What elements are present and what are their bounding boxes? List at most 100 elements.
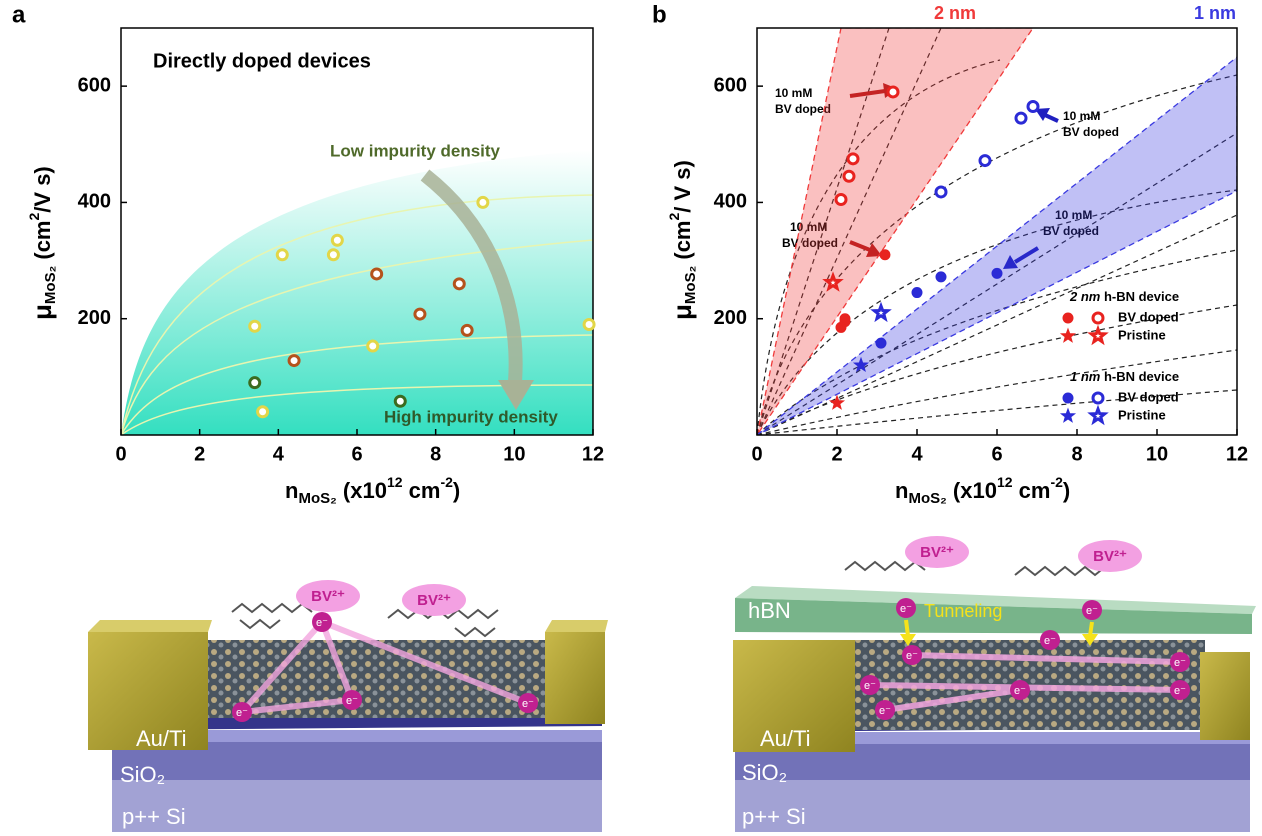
annotation: Low impurity density xyxy=(330,141,501,160)
x-axis-label: nMoS₂ (x1012 cm-2) xyxy=(895,474,1070,507)
molecule-label: BV²⁺ xyxy=(920,544,954,561)
x-tick-label: 6 xyxy=(351,443,362,465)
point xyxy=(848,154,858,164)
point xyxy=(1016,113,1026,123)
point xyxy=(1093,393,1103,403)
layer-label: hBN xyxy=(748,598,791,623)
point xyxy=(836,195,846,205)
y-tick-label: 200 xyxy=(714,307,747,329)
point xyxy=(478,197,488,207)
layer-label: Au/Ti xyxy=(760,726,811,751)
point xyxy=(1028,101,1038,111)
point xyxy=(1063,313,1073,323)
x-tick-label: 0 xyxy=(115,443,126,465)
point xyxy=(289,356,299,366)
legend-title-part: 2 nm xyxy=(1069,289,1101,304)
legend-entry: Pristine xyxy=(1118,407,1166,422)
x-tick-label: 0 xyxy=(751,443,762,465)
point xyxy=(250,378,260,388)
point xyxy=(912,288,922,298)
x-tick-label: 12 xyxy=(582,443,604,465)
layer-label: SiO₂ xyxy=(120,762,165,787)
legend-title: 2 nm h-BN device xyxy=(1069,289,1179,304)
point xyxy=(992,268,1002,278)
point xyxy=(368,341,378,351)
layer-label: SiO₂ xyxy=(742,760,787,785)
x-tick-label: 4 xyxy=(273,443,285,465)
layer-label: Au/Ti xyxy=(136,726,187,751)
x-tick-label: 2 xyxy=(831,443,842,465)
panel-label: b xyxy=(652,1,667,28)
y-tick-label: 400 xyxy=(78,191,111,213)
annotation: 10 mM xyxy=(775,86,812,100)
annotation: Directly doped devices xyxy=(153,50,371,72)
point xyxy=(876,338,886,348)
y-tick-label: 600 xyxy=(714,74,747,96)
annotation: 10 mM xyxy=(1063,109,1100,123)
y-tick-label: 400 xyxy=(714,191,747,213)
point xyxy=(888,87,898,97)
x-axis-label: nMoS₂ (x1012 cm-2) xyxy=(285,474,460,507)
molecule-label: BV²⁺ xyxy=(417,592,451,609)
point xyxy=(584,320,594,330)
annotation: High impurity density xyxy=(384,407,558,426)
x-tick-label: 4 xyxy=(911,443,923,465)
electron-label: e⁻ xyxy=(1174,657,1186,669)
x-tick-label: 12 xyxy=(1226,443,1248,465)
point xyxy=(1093,313,1103,323)
point xyxy=(277,250,287,260)
electron-label: e⁻ xyxy=(879,705,891,717)
molecule-label: BV²⁺ xyxy=(1093,548,1127,565)
point xyxy=(258,407,268,417)
electron-label: e⁻ xyxy=(1174,685,1186,697)
y-axis-label: μMoS₂ (cm2/V s) xyxy=(26,166,59,320)
molecule-label: BV²⁺ xyxy=(311,588,345,605)
point xyxy=(936,187,946,197)
band-label: 2 nm xyxy=(934,3,976,23)
point xyxy=(462,325,472,335)
x-tick-label: 8 xyxy=(1071,443,1082,465)
electron-label: e⁻ xyxy=(1044,635,1056,647)
y-tick-label: 600 xyxy=(78,74,111,96)
point xyxy=(874,306,887,319)
panel-label: a xyxy=(12,1,26,28)
point xyxy=(840,314,850,324)
point xyxy=(1061,409,1074,422)
annotation: BV doped xyxy=(1063,125,1119,139)
legend-title-part: h-BN device xyxy=(1100,369,1179,384)
electron-label: e⁻ xyxy=(864,680,876,692)
x-tick-label: 10 xyxy=(1146,443,1168,465)
point xyxy=(395,396,405,406)
point xyxy=(936,272,946,282)
legend-entry: BV doped xyxy=(1118,309,1179,324)
electron-label: e⁻ xyxy=(346,695,358,707)
point xyxy=(415,309,425,319)
point xyxy=(844,171,854,181)
electron-label: e⁻ xyxy=(1086,605,1098,617)
electron-label: e⁻ xyxy=(522,698,534,710)
legend-entry: Pristine xyxy=(1118,327,1166,342)
point xyxy=(1061,329,1074,342)
y-tick-label: 200 xyxy=(78,307,111,329)
point xyxy=(1091,409,1104,422)
electron-label: e⁻ xyxy=(1014,685,1026,697)
band-label: 1 nm xyxy=(1194,3,1236,23)
legend-title-part: 1 nm xyxy=(1070,369,1101,384)
legend-entry: BV doped xyxy=(1118,389,1179,404)
annotation: BV doped xyxy=(775,102,831,116)
y-axis-label: μMoS₂ (cm2/ V s) xyxy=(666,160,699,320)
electron-label: e⁻ xyxy=(906,650,918,662)
electron-label: e⁻ xyxy=(316,617,328,629)
point xyxy=(328,250,338,260)
point xyxy=(880,250,890,260)
legend-title: 1 nm h-BN device xyxy=(1070,369,1179,384)
x-tick-label: 10 xyxy=(503,443,525,465)
point xyxy=(454,279,464,289)
electron-label: e⁻ xyxy=(900,603,912,615)
electron-label: e⁻ xyxy=(236,707,248,719)
legend-title-part: h-BN device xyxy=(1100,289,1179,304)
x-tick-label: 2 xyxy=(194,443,205,465)
layer-label: p++ Si xyxy=(122,804,186,829)
point xyxy=(980,156,990,166)
x-tick-label: 6 xyxy=(991,443,1002,465)
